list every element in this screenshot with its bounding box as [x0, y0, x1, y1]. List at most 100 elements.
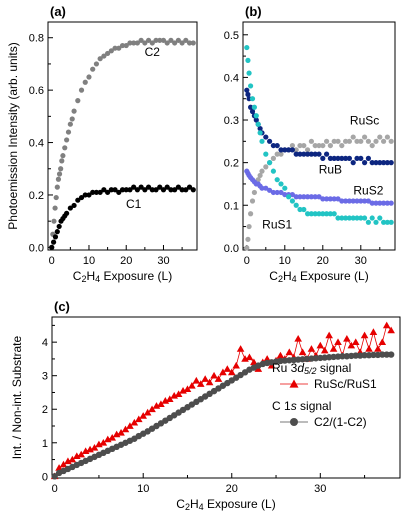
data-point	[145, 184, 152, 190]
data-point	[172, 187, 178, 193]
data-point	[53, 194, 59, 201]
data-point	[325, 331, 333, 339]
data-point	[245, 353, 254, 361]
data-point	[278, 189, 284, 196]
x-axis-label: C2H4 Exposure (L)	[176, 497, 275, 512]
series-rus2: RuS2	[244, 168, 394, 206]
series-label: RuB	[319, 162, 342, 176]
data-point	[362, 160, 368, 166]
data-point	[67, 121, 73, 127]
data-point	[249, 198, 256, 204]
x-tick-label: 0	[244, 255, 250, 267]
data-point	[316, 341, 325, 349]
data-point	[138, 184, 144, 190]
data-point	[143, 408, 152, 416]
data-point	[62, 145, 68, 151]
x-tick-label: 20	[120, 255, 132, 267]
data-point	[388, 219, 394, 225]
data-point	[82, 192, 88, 198]
data-point	[168, 37, 174, 43]
data-point	[293, 202, 299, 208]
data-point	[384, 160, 390, 166]
data-point	[354, 215, 360, 221]
series-c2: C2	[49, 37, 196, 250]
data-point	[186, 40, 193, 46]
data-point	[257, 125, 263, 132]
data-point	[327, 155, 333, 161]
data-point	[377, 160, 383, 166]
data-point	[97, 56, 103, 62]
data-point	[75, 98, 81, 104]
data-point	[320, 346, 329, 354]
y-tick-label: 4	[42, 337, 48, 349]
data-point	[68, 455, 77, 463]
data-point	[335, 215, 341, 221]
data-point	[81, 447, 90, 455]
data-point	[259, 185, 265, 191]
x-tick-label: 30	[355, 255, 367, 267]
data-point	[324, 211, 330, 217]
x-tick-label: 30	[157, 255, 169, 267]
y-tick-label: 0.0	[29, 242, 44, 254]
data-point	[138, 37, 144, 43]
data-point	[86, 192, 92, 198]
data-point	[335, 196, 341, 202]
data-point	[320, 142, 326, 149]
data-point	[263, 164, 269, 170]
data-point	[257, 172, 263, 179]
data-point	[52, 205, 58, 211]
data-point	[183, 187, 189, 193]
data-point	[112, 45, 118, 51]
data-point	[294, 335, 302, 342]
data-point	[49, 244, 55, 250]
data-point	[108, 187, 114, 193]
data-point	[54, 229, 60, 235]
data-point	[183, 385, 192, 392]
chart-panel-1: (a) 0 10 20 30 0.0 0.2 0.4 0.6 0.8 C2H4 Exposure (…	[6, 4, 198, 284]
data-point	[251, 189, 257, 196]
data-point	[346, 155, 352, 161]
data-point	[370, 351, 377, 359]
data-point	[350, 198, 356, 204]
data-point	[358, 155, 364, 161]
y-tick-label: 0.8	[29, 33, 44, 45]
data-point	[64, 210, 70, 216]
series-label: C1	[126, 197, 142, 211]
data-point	[58, 166, 64, 172]
data-point	[56, 171, 63, 177]
data-point	[186, 184, 193, 190]
data-point	[241, 355, 249, 362]
data-point	[142, 187, 148, 193]
data-point	[174, 390, 183, 397]
data-point	[388, 160, 394, 166]
y-tick-label: 3	[42, 371, 48, 383]
data-point	[278, 151, 284, 157]
data-point	[379, 351, 386, 358]
data-point	[387, 326, 395, 334]
data-point	[86, 74, 92, 80]
data-point	[157, 184, 163, 190]
data-point	[153, 37, 159, 43]
legend-entry: C2/(1-C2)	[314, 415, 367, 429]
data-point	[282, 147, 288, 153]
legend-entry: RuSc/RuS1	[314, 377, 377, 391]
chart-panel-2: (b) 0 10 20 30 0.0 0.1 0.2 0.3 0.4 0.5 C2H4 Exposur…	[224, 4, 396, 284]
data-point	[108, 433, 117, 441]
data-point	[297, 151, 303, 157]
data-point	[248, 104, 254, 110]
data-point	[350, 215, 356, 221]
data-point	[165, 395, 174, 403]
data-point	[339, 155, 345, 161]
data-point	[210, 371, 218, 379]
data-point	[236, 345, 245, 352]
data-point	[50, 239, 57, 245]
series-rusc: RuSc	[244, 113, 394, 251]
data-point	[249, 108, 256, 115]
data-point	[131, 40, 137, 46]
x-axis-label: C2H4 Exposure (L)	[73, 269, 172, 284]
data-point	[201, 375, 209, 382]
data-point	[157, 37, 163, 43]
data-point	[93, 189, 100, 195]
data-point	[259, 138, 265, 144]
data-point	[384, 219, 390, 225]
